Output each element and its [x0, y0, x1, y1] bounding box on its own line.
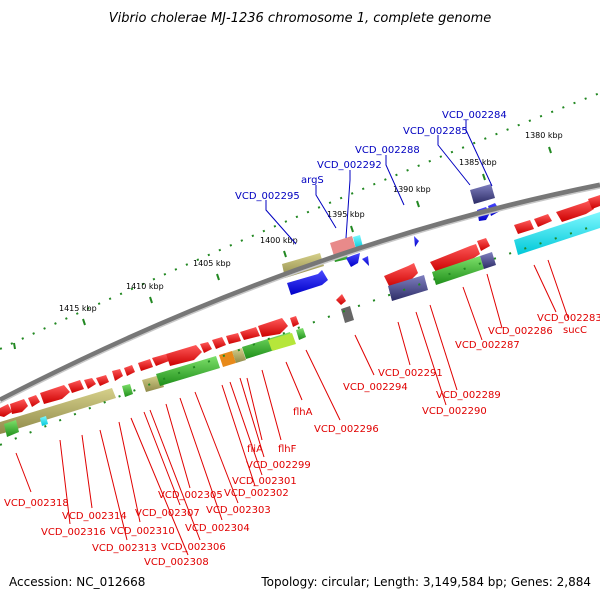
gc-block-grey [341, 306, 354, 323]
gene-arrow-blue-outer-1 [287, 270, 328, 295]
gene-arrow-red-22 [477, 238, 490, 251]
gene-label-vcd_002301[interactable]: VCD_002301 [232, 476, 297, 487]
gene-arrow-red-14 [212, 337, 226, 349]
gene-label-vcd_002291[interactable]: VCD_002291 [378, 368, 443, 379]
composition-track [0, 212, 600, 437]
gene-label-vcd_002306[interactable]: VCD_002306 [161, 542, 226, 553]
gene-block-purple-outer [470, 184, 495, 204]
gene-arrow-blue-outer-4 [414, 236, 419, 247]
bottom-gene-labels: VCD_002283 sucC VCD_002286 VCD_002287 VC… [4, 313, 600, 568]
gc-block-green-1 [156, 356, 220, 386]
gc-block-green-a [4, 420, 19, 437]
gc-block-green-4 [432, 256, 484, 285]
gene-arrow-blue-outer-3 [362, 256, 369, 266]
gene-arrow-red-13 [200, 342, 212, 353]
gc-block-olive-1 [0, 388, 116, 434]
gene-label-flia[interactable]: fliA [247, 444, 263, 455]
gene-arrow-red-11 [152, 354, 169, 366]
scale-label-1410: 1410 kbp [126, 282, 164, 291]
gene-label-vcd_002292[interactable]: VCD_002292 [317, 160, 382, 171]
scale-label-1405: 1405 kbp [193, 259, 231, 268]
gene-arrow-red-20 [384, 263, 418, 288]
gc-block-olive-3 [232, 348, 246, 363]
gene-label-vcd_002307[interactable]: VCD_002307 [135, 508, 200, 519]
gene-label-vcd_002305[interactable]: VCD_002305 [158, 490, 223, 501]
gene-arrow-red-5 [68, 380, 84, 393]
gene-label-vcd_002290[interactable]: VCD_002290 [422, 406, 487, 417]
scale-ticks [13, 146, 552, 350]
gene-label-vcd_002289[interactable]: VCD_002289 [436, 390, 501, 401]
scale-label-1415: 1415 kbp [59, 304, 97, 313]
gene-arrow-red-6 [84, 378, 96, 389]
scale-label-1380: 1380 kbp [525, 131, 563, 140]
gene-label-vcd_002299[interactable]: VCD_002299 [246, 460, 311, 471]
gene-arrow-red-26 [588, 195, 600, 209]
gene-label-vcd_002296[interactable]: VCD_002296 [314, 424, 379, 435]
forward-genes-track [0, 195, 600, 417]
gc-block-purple-mid [388, 275, 428, 301]
gene-label-vcd_002304[interactable]: VCD_002304 [185, 523, 250, 534]
gene-arrow-red-25 [556, 200, 594, 222]
gene-arrow-red-24 [534, 214, 552, 227]
gene-label-vcd_002308[interactable]: VCD_002308 [144, 557, 209, 568]
gene-label-vcd_002283[interactable]: VCD_002283 [537, 313, 600, 324]
gene-arrow-red-3 [28, 395, 40, 407]
gene-label-vcd_002288[interactable]: VCD_002288 [355, 145, 420, 156]
scale-label-1395: 1395 kbp [327, 210, 365, 219]
gene-arrow-red-21 [430, 244, 480, 272]
gene-label-vcd_002294[interactable]: VCD_002294 [343, 382, 408, 393]
top-gene-labels: VCD_002284 VCD_002285 VCD_002288 VCD_002… [235, 110, 507, 202]
genome-summary-text: Topology: circular; Length: 3,149,584 bp… [260, 575, 591, 589]
gene-arrow-red-4 [40, 385, 70, 404]
gene-label-vcd_002295[interactable]: VCD_002295 [235, 191, 300, 202]
gene-arrow-red-7 [96, 375, 109, 386]
gene-arrow-red-16 [240, 327, 260, 340]
gene-label-vcd_002287[interactable]: VCD_002287 [455, 340, 520, 351]
scale-labels: 1380 kbp 1385 kbp 1390 kbp 1395 kbp 1400… [59, 131, 563, 313]
gene-label-flhf[interactable]: flhF [278, 444, 297, 455]
bottom-leader-lines [15, 259, 569, 556]
gc-block-green-3 [296, 328, 306, 340]
gene-arrow-red-8 [112, 369, 123, 381]
gene-arrow-red-1 [0, 404, 12, 417]
gene-arrow-red-15 [226, 333, 241, 344]
gene-label-vcd_002316[interactable]: VCD_002316 [41, 527, 106, 538]
gene-label-vcd_002310[interactable]: VCD_002310 [110, 526, 175, 537]
gene-label-vcd_002314[interactable]: VCD_002314 [62, 511, 127, 522]
gene-label-vcd_002302[interactable]: VCD_002302 [224, 488, 289, 499]
gene-label-vcd_002286[interactable]: VCD_002286 [488, 326, 553, 337]
scale-label-1400: 1400 kbp [260, 236, 298, 245]
top-leader-lines [265, 120, 493, 245]
backbone-ring [0, 182, 600, 404]
gene-arrow-red-18 [290, 316, 299, 327]
gene-arrow-blue-outer-2 [346, 253, 360, 267]
gc-block-cyan-1 [514, 212, 600, 255]
gene-arrow-red-12 [166, 345, 202, 366]
gene-label-flha[interactable]: flhA [293, 407, 313, 418]
gene-label-vcd_002318[interactable]: VCD_002318 [4, 498, 69, 509]
gene-arrow-red-17 [258, 318, 288, 337]
gene-label-succ[interactable]: sucC [563, 325, 587, 336]
gc-block-cyan-a [40, 416, 48, 426]
gene-label-vcd_002285[interactable]: VCD_002285 [403, 126, 468, 137]
gc-block-purple-inner [480, 252, 496, 269]
gene-arrow-red-19 [336, 294, 346, 305]
gene-label-vcd_002303[interactable]: VCD_002303 [206, 505, 271, 516]
scale-label-1385: 1385 kbp [459, 158, 497, 167]
gene-arrow-red-23 [514, 220, 534, 234]
gene-arrow-red-2 [10, 399, 28, 414]
gc-block-green-b [122, 384, 133, 397]
gene-arrow-red-9 [124, 365, 135, 376]
gene-label-vcd_002313[interactable]: VCD_002313 [92, 543, 157, 554]
gc-block-lime [268, 333, 296, 351]
scale-label-1390: 1390 kbp [393, 185, 431, 194]
gene-arrow-red-10 [138, 359, 153, 371]
accession-text: Accession: NC_012668 [9, 575, 145, 589]
gene-label-vcd_002284[interactable]: VCD_002284 [442, 110, 507, 121]
map-title: Vibrio cholerae MJ-1236 chromosome 1, co… [109, 11, 491, 26]
gene-label-args[interactable]: argS [301, 175, 324, 186]
